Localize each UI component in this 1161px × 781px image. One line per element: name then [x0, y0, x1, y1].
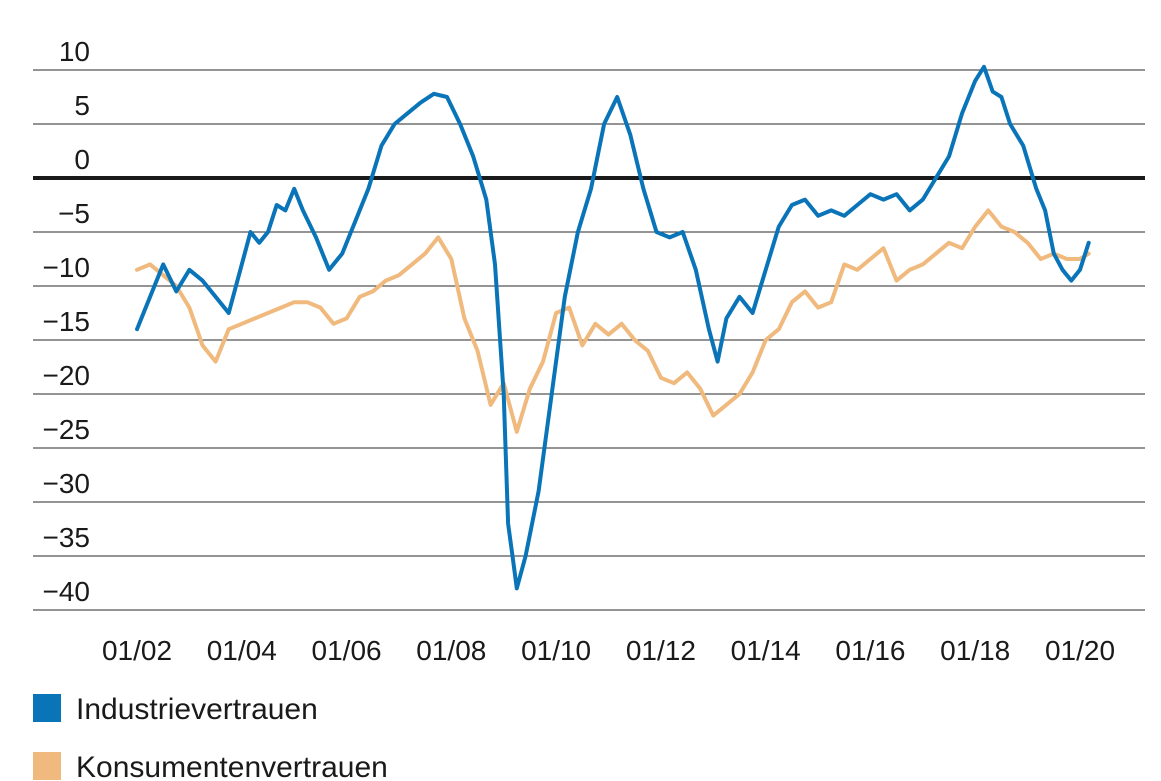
x-tick-label: 01/08: [416, 635, 486, 666]
x-axis: 01/02 01/04 01/06 01/08 01/10 01/12 01/14 01/16…: [102, 635, 1115, 666]
x-tick-label: 01/12: [626, 635, 696, 666]
y-tick-label: −15: [43, 306, 91, 337]
legend: Industrievertrauen Konsumentenvertrauen: [33, 693, 388, 781]
legend-swatch-industrievertrauen: [33, 694, 61, 722]
y-tick-label: −25: [43, 414, 91, 445]
y-tick-label: −10: [43, 252, 91, 283]
x-tick-label: 01/16: [835, 635, 905, 666]
y-axis: 10 5 0 −5 −10 −15 −20 −25 −30 −35 −40: [43, 36, 91, 607]
x-tick-label: 01/06: [312, 635, 382, 666]
y-tick-label: −5: [58, 198, 90, 229]
x-tick-label: 01/14: [731, 635, 801, 666]
legend-label-konsumentenvertrauen: Konsumentenvertrauen: [76, 751, 388, 781]
y-tick-label: −20: [43, 360, 91, 391]
legend-label-industrievertrauen: Industrievertrauen: [76, 693, 318, 726]
x-tick-label: 01/20: [1045, 635, 1115, 666]
x-tick-label: 01/18: [940, 635, 1010, 666]
x-tick-label: 01/02: [102, 635, 172, 666]
y-tick-label: −35: [43, 522, 91, 553]
legend-swatch-konsumentenvertrauen: [33, 752, 61, 780]
y-tick-label: 10: [59, 36, 90, 67]
x-tick-label: 01/04: [207, 635, 277, 666]
x-tick-label: 01/10: [521, 635, 591, 666]
legend-item-industrievertrauen: Industrievertrauen: [33, 693, 318, 726]
y-tick-label: −30: [43, 468, 91, 499]
y-tick-label: 5: [74, 90, 90, 121]
y-tick-label: −40: [43, 576, 91, 607]
grid: [33, 69, 1145, 611]
legend-item-konsumentenvertrauen: Konsumentenvertrauen: [33, 751, 388, 781]
series-line-konsumentenvertrauen: [135, 208, 1091, 434]
y-tick-label: 0: [74, 144, 90, 175]
series-line-industrievertrauen: [135, 64, 1091, 591]
series: [135, 64, 1091, 591]
